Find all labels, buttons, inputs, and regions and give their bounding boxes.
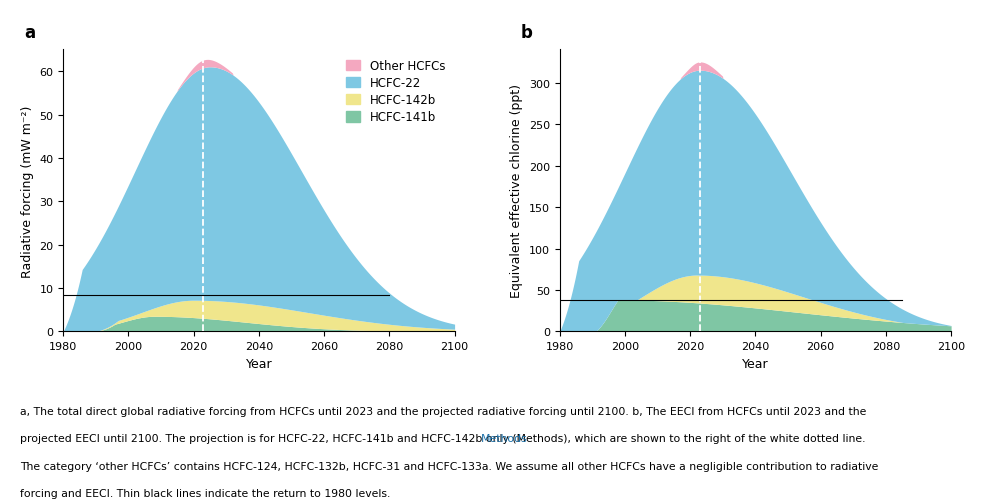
Text: a, The total direct global radiative forcing from HCFCs until 2023 and the proje: a, The total direct global radiative for… — [20, 406, 866, 416]
X-axis label: Year: Year — [246, 357, 272, 370]
Text: forcing and EECI. Thin black lines indicate the return to 1980 levels.: forcing and EECI. Thin black lines indic… — [20, 488, 390, 498]
Y-axis label: Equivalent effective chlorine (ppt): Equivalent effective chlorine (ppt) — [511, 84, 524, 298]
Text: The category ‘other HCFCs’ contains HCFC-124, HCFC-132b, HCFC-31 and HCFC-133a. : The category ‘other HCFCs’ contains HCFC… — [20, 461, 879, 471]
Legend: Other HCFCs, HCFC-22, HCFC-142b, HCFC-141b: Other HCFCs, HCFC-22, HCFC-142b, HCFC-14… — [342, 56, 449, 128]
Text: a: a — [24, 24, 35, 42]
Text: projected EECI until 2100. The projection is for HCFC-22, HCFC-141b and HCFC-142: projected EECI until 2100. The projectio… — [20, 433, 866, 443]
X-axis label: Year: Year — [742, 357, 769, 370]
Text: b: b — [521, 24, 532, 42]
Y-axis label: Radiative forcing (mW m⁻²): Radiative forcing (mW m⁻²) — [21, 105, 34, 277]
Text: Methods: Methods — [481, 433, 528, 443]
